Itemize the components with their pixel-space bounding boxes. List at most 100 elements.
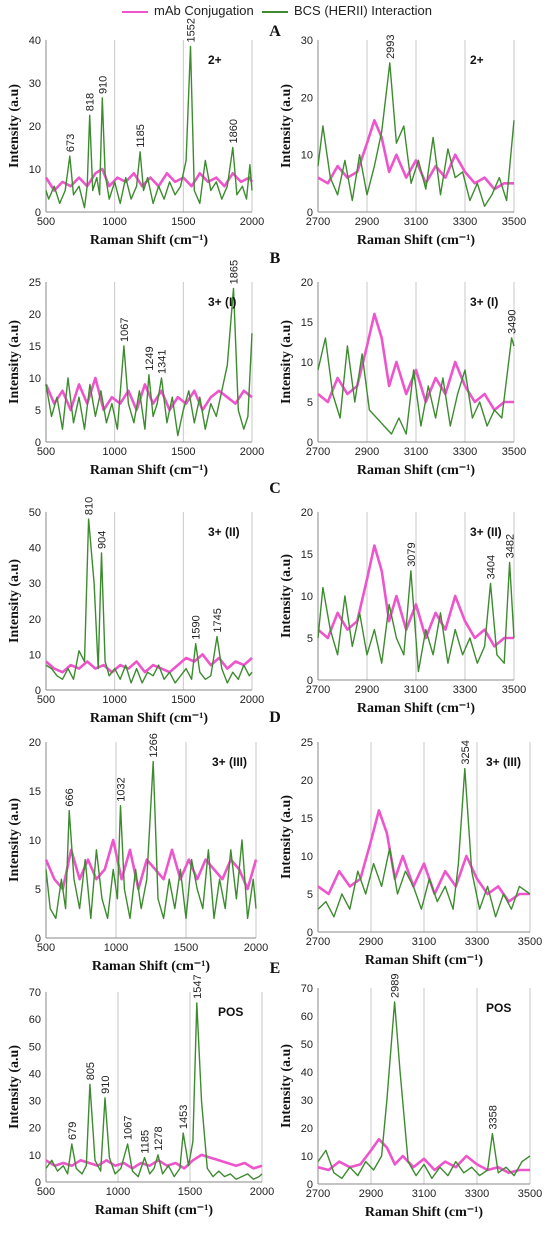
- panel-6-x-tick-label: 2900: [355, 684, 379, 696]
- panel-5-series-mab-conjugation: [45, 653, 253, 674]
- panel-5-peak-label: 1590: [191, 615, 203, 639]
- row-label-a: A: [269, 23, 281, 40]
- panel-3-peak-label: 1341: [156, 350, 168, 374]
- panel-1-x-tick-label: 1500: [171, 216, 195, 228]
- panel-5-peak-label: 810: [84, 497, 96, 515]
- panel-4-y-tick-label: 10: [301, 357, 313, 369]
- panel-9-annotation: POS: [218, 1005, 243, 1019]
- panel-2-y-tick-label: 0: [307, 207, 313, 219]
- panel-6-peak-label: 3079: [406, 542, 418, 566]
- panel-7-series-mab-conjugation: [44, 838, 258, 891]
- panel-4-x-tick-label: 3300: [453, 446, 477, 458]
- panel-7-x-axis-title: Raman Shift (cm⁻¹): [92, 959, 210, 974]
- panel-3-x-tick-label: 500: [37, 446, 55, 458]
- panel-5-y-tick-label: 50: [29, 507, 41, 519]
- panel-9-peak-label: 1453: [178, 1105, 190, 1129]
- panel-3-x-tick-label: 1500: [171, 446, 195, 458]
- panel-6-x-tick-label: 3300: [453, 684, 477, 696]
- panel-10-y-tick-label: 30: [301, 1095, 313, 1107]
- panel-5-y-tick-label: 20: [29, 614, 41, 626]
- panel-9-y-tick-label: 0: [35, 1177, 41, 1189]
- panel-4-x-tick-label: 3100: [404, 446, 428, 458]
- panel-2-annotation: 2+: [470, 53, 484, 67]
- panel-6-peak-label: 3404: [485, 555, 497, 579]
- panel-4-annotation: 3+ (I): [470, 295, 498, 309]
- panel-1-x-tick-label: 1000: [102, 216, 126, 228]
- panel-7-x-tick-label: 1000: [104, 942, 128, 954]
- panel-3-y-tick-label: 25: [29, 277, 41, 289]
- panel-10-y-tick-label: 70: [301, 983, 313, 995]
- panel-4-x-tick-label: 3500: [502, 446, 526, 458]
- panel-7-y-axis-title: Intensity (a.u): [7, 798, 22, 882]
- panel-5-peak-label: 1745: [212, 608, 224, 632]
- panel-9-peak-label: 1547: [192, 974, 204, 998]
- panel-4-y-tick-label: 20: [301, 277, 313, 289]
- panel-3-x-tick-label: 1000: [102, 446, 126, 458]
- panel-8-y-tick-label: 20: [301, 775, 313, 787]
- panel-10-y-tick-label: 20: [301, 1123, 313, 1135]
- panel-5-peak-label: 904: [96, 531, 108, 549]
- panel-10-series-bcs-interaction: [317, 1001, 531, 1180]
- panel-9-y-tick-label: 70: [29, 987, 41, 999]
- panel-1-peak-label: 818: [85, 93, 97, 111]
- legend-label-mab: mAb Conjugation: [154, 3, 254, 18]
- panel-9-peak-label: 679: [67, 1122, 79, 1140]
- panel-5-y-tick-label: 10: [29, 649, 41, 661]
- panel-1-series-bcs-interaction: [45, 45, 253, 209]
- panel-7-peak-label: 1032: [115, 777, 127, 801]
- panel-9-peak-label: 910: [100, 1075, 112, 1093]
- panel-1-peak-label: 1552: [185, 18, 197, 42]
- panel-6-y-axis-title: Intensity (a.u): [279, 554, 294, 638]
- panel-3-peak-label: 1865: [228, 260, 240, 284]
- panel-1-y-tick-label: 30: [29, 78, 41, 90]
- panel-6-y-tick-label: 5: [307, 633, 313, 645]
- panel-2-peak-label: 2993: [385, 34, 397, 58]
- panel-9-y-tick-label: 20: [29, 1123, 41, 1135]
- panel-4-y-tick-label: 5: [307, 397, 313, 409]
- panel-6-series-mab-conjugation: [317, 544, 514, 648]
- panel-10-y-tick-label: 0: [307, 1179, 313, 1191]
- panel-10-x-tick-label: 3500: [518, 1188, 542, 1200]
- panel-6-annotation: 3+ (II): [470, 525, 502, 539]
- panel-9-y-tick-label: 50: [29, 1041, 41, 1053]
- panel-7-y-tick-label: 5: [35, 884, 41, 896]
- panel-2-y-tick-label: 30: [301, 35, 313, 47]
- panel-2-x-tick-label: 2700: [306, 216, 330, 228]
- panel-3-y-tick-label: 20: [29, 309, 41, 321]
- panel-5-y-tick-label: 0: [35, 685, 41, 697]
- panel-9-x-axis-title: Raman Shift (cm⁻¹): [95, 1203, 213, 1218]
- panel-3-y-tick-label: 5: [35, 405, 41, 417]
- panel-10-y-axis-title: Intensity (a.u): [279, 1044, 294, 1128]
- panel-10-series-mab-conjugation: [317, 1137, 530, 1175]
- panel-10-annotation: POS: [486, 1001, 511, 1015]
- panel-8-y-tick-label: 5: [307, 889, 313, 901]
- panel-9-series-mab-conjugation: [45, 1153, 263, 1170]
- panel-3-y-axis-title: Intensity (a.u): [7, 320, 22, 404]
- panel-6-y-tick-label: 0: [307, 675, 313, 687]
- panel-10-x-axis-title: Raman Shift (cm⁻¹): [365, 1205, 483, 1220]
- panel-4-series-bcs-interaction: [317, 337, 515, 435]
- panel-9-peak-label: 1067: [123, 1116, 135, 1140]
- panel-8-y-tick-label: 10: [301, 851, 313, 863]
- legend-item-mab: mAb Conjugation: [122, 3, 254, 18]
- panel-3-x-axis-title: Raman Shift (cm⁻¹): [90, 463, 208, 478]
- panel-8-x-tick-label: 3500: [518, 936, 542, 948]
- panel-9-x-tick-label: 2000: [250, 1186, 274, 1198]
- panel-6-x-tick-label: 3500: [502, 684, 526, 696]
- panel-1-peak-label: 1185: [135, 124, 147, 148]
- panel-8-x-tick-label: 2700: [306, 936, 330, 948]
- panel-8-y-tick-label: 0: [307, 927, 313, 939]
- panel-5-x-tick-label: 1000: [102, 694, 126, 706]
- legend-item-bcs: BCS (HERII) Interaction: [262, 3, 432, 18]
- panel-6-y-tick-label: 20: [301, 507, 313, 519]
- panel-2-y-axis-title: Intensity (a.u): [279, 84, 294, 168]
- panel-9-y-axis-title: Intensity (a.u): [7, 1045, 22, 1129]
- panel-10-y-tick-label: 40: [301, 1067, 313, 1079]
- panel-9-peak-label: 805: [85, 1062, 97, 1080]
- panel-1-y-tick-label: 20: [29, 121, 41, 133]
- panel-3-peak-label: 1067: [119, 318, 131, 342]
- panel-9-y-tick-label: 60: [29, 1014, 41, 1026]
- panel-3-peak-label: 1249: [144, 346, 156, 370]
- panel-9-series-bcs-interaction: [45, 1002, 263, 1181]
- panel-2-x-axis-title: Raman Shift (cm⁻¹): [357, 233, 475, 248]
